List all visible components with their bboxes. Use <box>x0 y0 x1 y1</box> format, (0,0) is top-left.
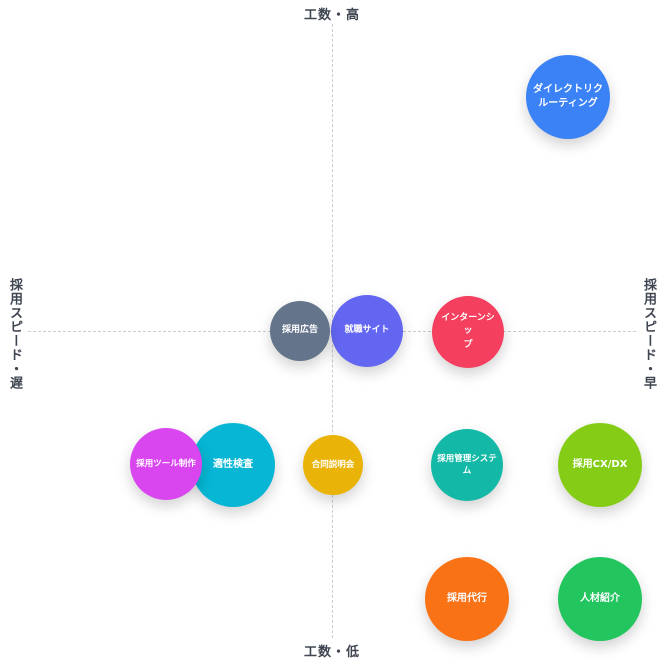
axis-label-bottom: 工数・低 <box>303 645 360 660</box>
bubble-recruiting-tool-production[interactable]: 採用ツール制作 <box>130 428 202 500</box>
bubble-aptitude-test[interactable]: 適性検査 <box>191 423 275 507</box>
bubble-direct-recruiting[interactable]: ダイレクトリク ルーティング <box>526 55 610 139</box>
bubble-joint-briefing[interactable]: 合同説明会 <box>303 435 363 495</box>
axis-label-right: 採用スピード・早 <box>641 278 656 390</box>
bubble-recruiting-cx-dx[interactable]: 採用CX/DX <box>558 423 642 507</box>
bubble-recruiting-outsourcing[interactable]: 採用代行 <box>425 557 509 641</box>
bubble-recruitment-ad[interactable]: 採用広告 <box>270 301 330 361</box>
bubble-internship[interactable]: インターンシッ プ <box>432 296 504 368</box>
axis-label-top: 工数・高 <box>303 8 360 23</box>
bubble-job-site[interactable]: 就職サイト <box>331 295 403 367</box>
axis-label-left: 採用スピード・遅 <box>7 278 22 390</box>
bubble-recruiting-management-system[interactable]: 採用管理システ ム <box>431 429 503 501</box>
bubble-staffing-agency[interactable]: 人材紹介 <box>558 557 642 641</box>
